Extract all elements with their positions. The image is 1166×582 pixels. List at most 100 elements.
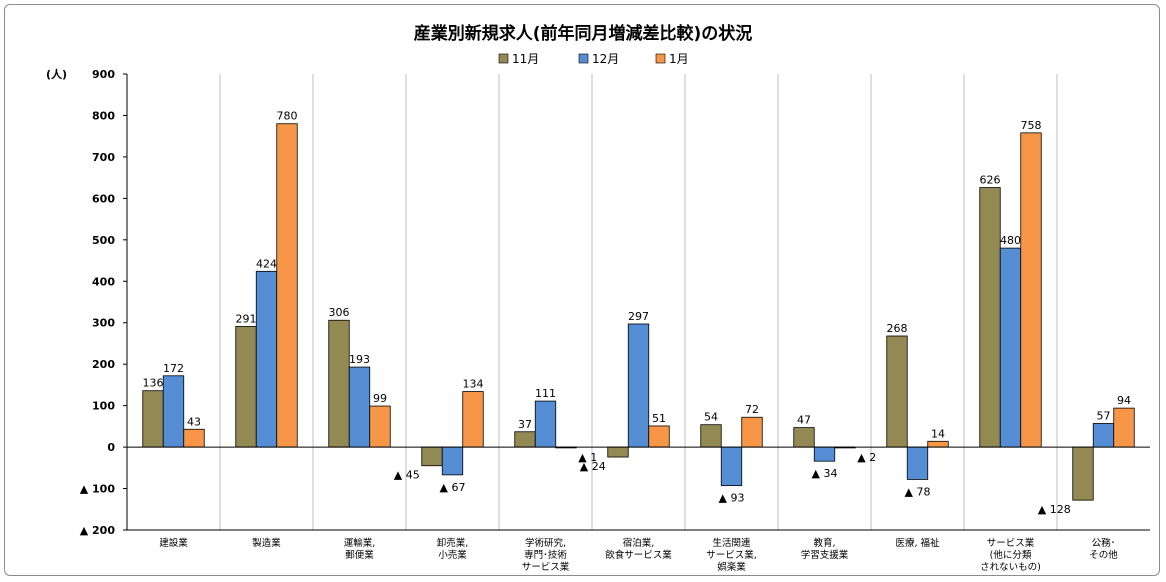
category-label: 飲食サービス業 <box>605 549 672 561</box>
data-label: 57 <box>1097 409 1111 422</box>
category-label: 小売業 <box>438 549 467 561</box>
data-label: 268 <box>887 322 908 335</box>
bar <box>979 187 1001 448</box>
chart-title: 産業別新規求人(前年同月増減差比較)の状況 <box>414 23 753 44</box>
data-label: 136 <box>143 377 164 390</box>
bar <box>607 446 629 458</box>
chart-frame <box>4 4 1160 576</box>
category-label: サービス業, <box>706 549 757 561</box>
data-label: 47 <box>797 414 811 427</box>
data-label: ▲ 1 <box>578 451 597 464</box>
data-label: ▲ 78 <box>905 485 931 498</box>
bar <box>627 323 650 448</box>
bar <box>183 428 205 448</box>
category-label: されないもの) <box>980 562 1041 573</box>
bar <box>162 375 185 448</box>
category-label: 教育, <box>813 537 835 549</box>
category-label: 卸売業, <box>437 537 469 549</box>
category-label: 生活関連 <box>712 537 751 549</box>
bar <box>462 391 484 448</box>
category-label: 娯楽業 <box>717 561 746 573</box>
legend: 11月 12月 1月 <box>498 52 689 66</box>
bar <box>999 247 1022 448</box>
y-tick-label: 900 <box>92 68 115 81</box>
bar <box>142 390 164 448</box>
bar <box>348 366 371 448</box>
axes <box>123 73 1150 531</box>
data-label: 758 <box>1021 119 1042 132</box>
data-label: 54 <box>704 411 718 424</box>
bar <box>906 446 929 480</box>
data-label: ▲ 2 <box>857 451 876 464</box>
bar <box>421 446 443 467</box>
y-tick-label: 200 <box>92 358 115 371</box>
bar <box>700 424 722 448</box>
data-label: 306 <box>329 306 350 319</box>
legend-swatch-2 <box>578 53 589 64</box>
data-label: 193 <box>349 353 370 366</box>
legend-swatch-1 <box>498 53 509 64</box>
y-tick-label: 600 <box>92 192 115 205</box>
category-labels: 建設業 製造業 運輸業,郵便業卸売業,小売業学術研究,専門･技術サービス業宿泊業,飲… <box>159 537 1118 573</box>
bar <box>441 446 464 476</box>
category-label: 医療, 福祉 <box>895 537 940 549</box>
data-label: 291 <box>236 312 257 325</box>
bar <box>328 319 350 448</box>
category-label: サービス業 <box>522 561 570 573</box>
data-label: ▲ 67 <box>440 481 466 494</box>
bar <box>741 416 763 448</box>
y-tick-label: 300 <box>92 317 115 330</box>
legend-label-3: 1月 <box>669 52 689 66</box>
bar <box>927 440 949 448</box>
bar <box>235 326 257 448</box>
category-label: サービス業 <box>987 537 1035 549</box>
data-label: 111 <box>535 387 556 400</box>
data-label: ▲ 128 <box>1038 503 1071 516</box>
bar <box>886 335 908 448</box>
y-tick-label: 800 <box>92 109 115 122</box>
category-label: 運輸業, <box>344 537 376 549</box>
data-label: 51 <box>652 412 666 425</box>
data-label: 14 <box>931 427 945 440</box>
category-label: 製造業 <box>252 537 281 549</box>
category-separators <box>219 74 1058 530</box>
bar <box>514 431 536 448</box>
data-label: 297 <box>628 310 649 323</box>
y-tick-label: ▲ 100 <box>80 483 116 496</box>
category-label: その他 <box>1089 549 1118 561</box>
bar <box>1092 423 1115 448</box>
category-label: 建設業 <box>159 537 188 549</box>
y-tick-label: 500 <box>92 234 115 247</box>
data-label: 780 <box>277 110 298 123</box>
y-tick-label: 100 <box>92 400 115 413</box>
data-label: 134 <box>463 378 484 391</box>
data-label: ▲ 24 <box>580 460 606 473</box>
y-axis-unit: (人) <box>46 67 67 81</box>
bar <box>648 425 670 448</box>
data-label: ▲ 45 <box>394 469 420 482</box>
bar <box>813 446 836 462</box>
category-label: 郵便業 <box>345 549 374 561</box>
bar <box>255 270 278 448</box>
data-label: 72 <box>745 403 759 416</box>
data-label: 424 <box>256 257 277 270</box>
data-label: 43 <box>187 415 201 428</box>
y-tick-label: 0 <box>107 441 115 454</box>
bar <box>720 446 743 487</box>
category-label: (他に分類 <box>990 549 1032 561</box>
data-label: 172 <box>163 362 184 375</box>
data-label: 37 <box>518 418 532 431</box>
legend-swatch-3 <box>655 53 666 64</box>
category-label: 学術研究, <box>525 537 566 549</box>
y-tick-label: 400 <box>92 275 115 288</box>
data-label: 94 <box>1117 394 1131 407</box>
category-label: 宿泊業, <box>623 537 655 549</box>
legend-label-2: 12月 <box>592 52 619 66</box>
bar <box>793 427 815 448</box>
data-label: ▲ 93 <box>719 492 745 505</box>
bar <box>534 400 557 448</box>
data-label: 480 <box>1000 234 1021 247</box>
bar <box>1113 407 1135 448</box>
bar <box>1020 132 1042 448</box>
